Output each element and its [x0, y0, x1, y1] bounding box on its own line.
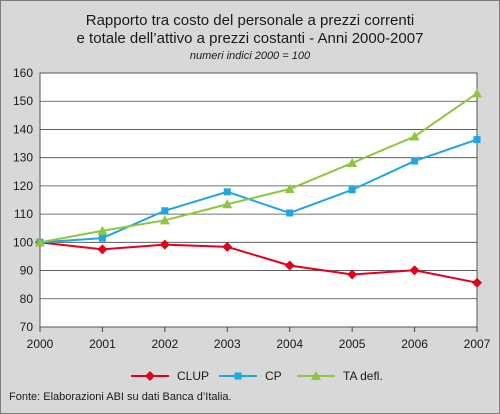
x-tick-label-2007: 2007 [464, 337, 491, 351]
data-point-cp-2001 [98, 234, 106, 242]
chart-title-line-2: e totale dell’attivo a prezzi costanti -… [77, 30, 424, 47]
plot-area [39, 72, 478, 328]
y-tick-label-160: 160 [13, 66, 33, 80]
source-note: Fonte: Elaborazioni ABI su dati Banca d’… [9, 391, 232, 403]
data-point-cp-2002 [161, 207, 169, 215]
chart-title-line-1: Rapporto tra costo del personale a prezz… [86, 12, 415, 29]
chart-subtitle: numeri indici 2000 = 100 [190, 50, 311, 62]
gridlines [40, 100, 477, 300]
data-point-clup-2001 [97, 244, 108, 255]
series-line-ta-defl [39, 92, 478, 244]
legend-label-cp: CP [265, 369, 282, 383]
legend-marker-cp [234, 372, 242, 380]
x-tick-label-2006: 2006 [401, 337, 428, 351]
data-point-clup-2004 [284, 260, 295, 271]
data-point-ta-defl-2007 [472, 88, 482, 98]
x-tick-label-2005: 2005 [339, 337, 366, 351]
data-point-ta-defl-2004 [284, 183, 295, 193]
data-point-ta-defl-2003 [222, 199, 233, 209]
data-point-ta-defl-2005 [347, 158, 358, 168]
data-point-cp-2004 [286, 209, 294, 217]
data-point-clup-2002 [159, 239, 170, 250]
x-tick-label-2002: 2002 [152, 337, 179, 351]
data-point-cp-2006 [411, 157, 419, 165]
data-point-clup-2003 [222, 241, 233, 252]
y-tick-label-140: 140 [13, 122, 33, 136]
legend: CLUP CP TA defl. [131, 369, 383, 383]
data-point-cp-2003 [223, 188, 231, 196]
y-tick-label-150: 150 [13, 94, 33, 108]
y-tick-label-70: 70 [20, 320, 34, 334]
data-point-ta-defl-2001 [97, 225, 108, 235]
series-group [35, 88, 482, 288]
data-point-cp-2007 [473, 136, 481, 144]
y-tick-label-110: 110 [14, 207, 33, 221]
x-tick-label-2004: 2004 [276, 337, 303, 351]
data-point-clup-2007 [472, 277, 482, 288]
x-axis-ticks: 2000 2001 2002 2003 2004 2005 2006 2007 [27, 327, 491, 351]
y-tick-label-130: 130 [13, 151, 33, 165]
y-tick-label-120: 120 [13, 179, 33, 193]
legend-marker-ta-defl [311, 371, 321, 380]
series-line-cp [39, 138, 478, 244]
legend-marker-clup [145, 371, 155, 381]
data-point-clup-2006 [409, 265, 420, 276]
data-point-ta-defl-2002 [159, 215, 170, 225]
data-point-cp-2005 [348, 186, 356, 194]
legend-label-clup: CLUP [177, 369, 209, 383]
legend-label-ta-defl: TA defl. [343, 369, 383, 383]
y-tick-label-80: 80 [20, 292, 34, 306]
y-tick-label-90: 90 [20, 264, 34, 278]
y-axis-ticks: 70 80 90 100 110 120 130 140 150 160 [13, 66, 33, 334]
x-tick-label-2003: 2003 [214, 337, 241, 351]
series-line-clup [39, 241, 478, 284]
x-tick-label-2001: 2001 [89, 337, 116, 351]
data-point-clup-2005 [347, 269, 358, 280]
x-tick-label-2000: 2000 [27, 337, 54, 351]
data-point-ta-defl-2006 [409, 131, 420, 141]
y-tick-label-100: 100 [13, 235, 33, 249]
data-point-ta-defl-2000 [35, 237, 45, 247]
